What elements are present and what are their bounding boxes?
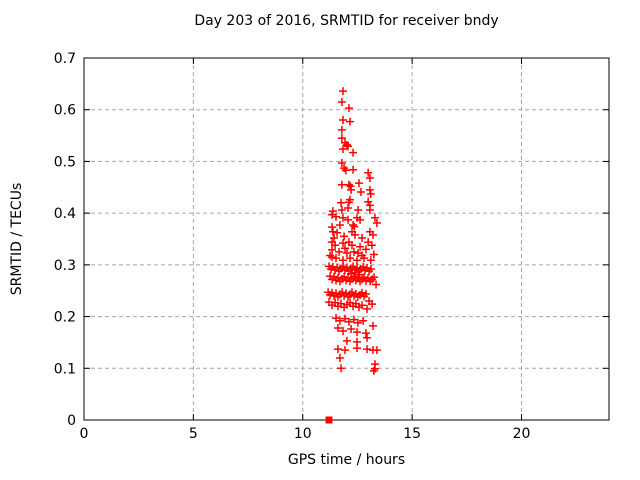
svg-text:15: 15 bbox=[403, 426, 421, 442]
svg-text:0.2: 0.2 bbox=[54, 310, 76, 326]
svg-text:0.7: 0.7 bbox=[54, 51, 76, 67]
x-axis-label: GPS time / hours bbox=[287, 452, 406, 468]
svg-text:0.4: 0.4 bbox=[54, 206, 76, 222]
chart-title: Day 203 of 2016, SRMTID for receiver bnd… bbox=[194, 13, 499, 29]
svg-text:0.1: 0.1 bbox=[54, 361, 76, 377]
svg-text:0.3: 0.3 bbox=[54, 258, 76, 274]
svg-text:0: 0 bbox=[80, 426, 89, 442]
svg-text:5: 5 bbox=[189, 426, 198, 442]
svg-text:20: 20 bbox=[513, 426, 531, 442]
svg-text:0.5: 0.5 bbox=[54, 154, 76, 170]
svg-text:0.6: 0.6 bbox=[54, 103, 76, 119]
svg-text:0: 0 bbox=[67, 413, 76, 429]
svg-text:10: 10 bbox=[294, 426, 312, 442]
